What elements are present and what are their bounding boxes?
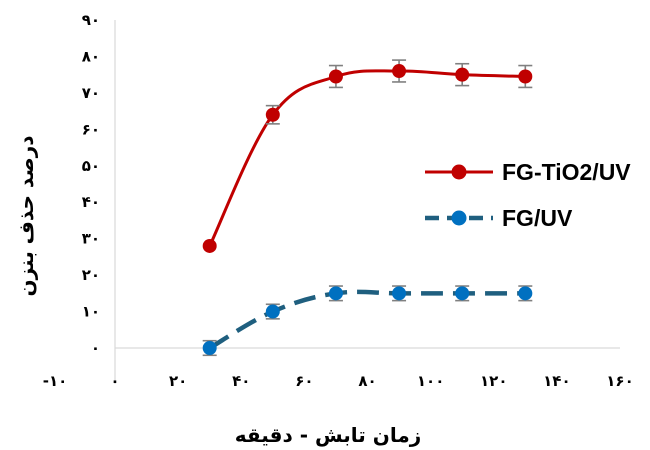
legend: FG-TiO2/UV FG/UV <box>425 159 631 231</box>
data-point <box>455 286 470 301</box>
series-fg-tio2-uv <box>202 59 533 253</box>
x-tick-label: ۱۲۰ <box>480 372 507 390</box>
y-tick-label: ۴۰ <box>82 193 100 211</box>
series-layer <box>202 59 533 357</box>
y-tick-label: ۶۰ <box>82 120 100 138</box>
axes <box>114 20 620 384</box>
data-point <box>392 64 407 79</box>
legend-marker <box>451 164 467 180</box>
y-axis-label: درصد حذف بنزن <box>14 136 38 297</box>
y-tick-label: ۹۰ <box>82 11 100 29</box>
data-point <box>518 286 533 301</box>
data-point <box>392 286 407 301</box>
x-tick-label: ۱۶۰ <box>606 372 633 390</box>
x-tick-label: ۰ <box>110 372 119 390</box>
data-point <box>265 304 280 319</box>
y-tick-label: ۵۰ <box>82 157 100 175</box>
y-tick-label: ۱۰ <box>82 303 100 321</box>
data-point <box>202 341 217 355</box>
x-tick-label: ۸۰ <box>358 372 376 390</box>
data-point <box>328 69 343 84</box>
x-tick-label: ۱۴۰ <box>543 372 570 390</box>
x-tick-label: ۶۰ <box>295 372 313 390</box>
legend-label: FG/UV <box>502 205 573 231</box>
legend-item: FG-TiO2/UV <box>425 159 631 185</box>
data-point <box>518 69 533 84</box>
data-point <box>328 286 343 301</box>
x-tick-label: ۴۰ <box>232 372 250 390</box>
data-point <box>265 107 280 122</box>
y-tick-label: ۰ <box>91 339 100 357</box>
legend-marker <box>451 210 467 226</box>
y-tick-label: ۲۰ <box>82 266 100 284</box>
series-fg-uv <box>202 285 533 357</box>
x-tick-label: -۱۰ <box>43 372 68 390</box>
series-line <box>208 289 526 350</box>
legend-item: FG/UV <box>425 205 573 231</box>
x-tick-labels: -۱۰ ۰ ۲۰ ۴۰ ۶۰ ۸۰ ۱۰۰ ۱۲۰ ۱۴۰ ۱۶۰ <box>43 372 634 390</box>
y-tick-labels: ۰ ۱۰ ۲۰ ۳۰ ۴۰ ۵۰ ۶۰ ۷۰ ۸۰ ۹۰ <box>82 11 100 357</box>
x-tick-label: ۱۰۰ <box>417 372 444 390</box>
y-tick-label: ۷۰ <box>82 84 100 102</box>
y-tick-label: ۸۰ <box>82 47 100 65</box>
legend-label: FG-TiO2/UV <box>502 159 631 185</box>
data-point <box>455 67 470 82</box>
data-point <box>202 238 217 253</box>
y-tick-label: ۳۰ <box>82 230 100 248</box>
x-axis-label: زمان تابش - دقیقه <box>235 423 422 447</box>
x-tick-label: ۲۰ <box>169 372 187 390</box>
